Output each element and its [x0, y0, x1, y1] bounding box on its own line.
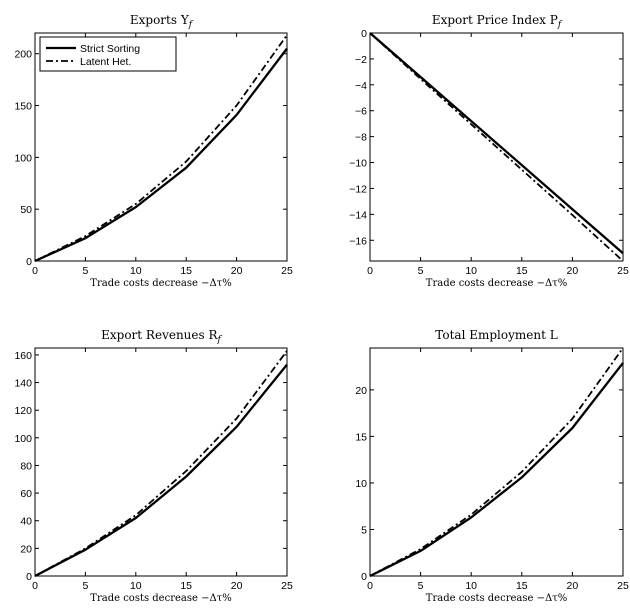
y-tick-label: 50 — [20, 204, 32, 216]
chart-title-subscript: f — [217, 335, 223, 345]
x-tick-label: 15 — [180, 265, 192, 277]
x-tick-label: 10 — [130, 580, 142, 592]
series-line-strict-sorting — [34, 363, 288, 578]
legend-box — [39, 36, 177, 72]
series-line-strict-sorting — [369, 32, 624, 255]
x-axis-label: Trade costs decrease −Δτ% — [90, 593, 231, 604]
axes-box — [34, 347, 288, 577]
x-tick-label: 10 — [465, 265, 477, 277]
x-tick-label: 25 — [617, 265, 629, 277]
y-tick-label: 60 — [20, 488, 32, 500]
x-tick-label: 0 — [367, 580, 373, 592]
x-tick-label: 15 — [516, 580, 528, 592]
y-tick-label: 0 — [26, 571, 32, 583]
y-tick-label: −14 — [349, 209, 367, 221]
x-tick-label: 5 — [418, 265, 424, 277]
x-tick-label: 0 — [32, 580, 38, 592]
x-tick-label: 5 — [418, 580, 424, 592]
chart-title: Export Revenues Rf — [101, 328, 222, 345]
y-tick-label: 20 — [20, 543, 32, 555]
chart-title: Total Employment L — [435, 328, 557, 342]
x-tick-label: 5 — [82, 580, 88, 592]
x-axis-label: Trade costs decrease −Δτ% — [426, 278, 567, 289]
series-line-strict-sorting — [34, 47, 288, 263]
series-line-latent-het — [34, 34, 288, 262]
y-tick-label: 80 — [20, 460, 32, 472]
y-tick-label: −6 — [355, 106, 367, 118]
x-tick-label: 0 — [367, 265, 373, 277]
chart-panel-1: Exports Yf 0 5 10 15 20 25 0 50 100 150 200 Trade co… — [14, 13, 293, 289]
y-tick-label: 150 — [14, 101, 32, 113]
y-tick-label: 140 — [14, 378, 32, 390]
y-tick-label: −16 — [349, 235, 367, 247]
y-tick-label: −2 — [355, 54, 367, 66]
x-tick-label: 20 — [231, 265, 243, 277]
y-tick-label: 120 — [14, 405, 32, 417]
series-line-latent-het — [369, 32, 624, 262]
y-tick-label: 40 — [20, 516, 32, 528]
y-tick-label: 0 — [361, 28, 367, 40]
y-tick-label: 160 — [14, 350, 32, 362]
chart-title-subscript: f — [188, 20, 194, 30]
chart-panel-2: Export Price Index Pf 0 5 10 15 20 25 0 −2 −4 −6 −8… — [349, 13, 629, 289]
y-tick-label: −8 — [355, 132, 367, 144]
x-tick-label: 5 — [82, 265, 88, 277]
y-tick-label: 100 — [14, 152, 32, 164]
legend-label: Latent Het. — [80, 56, 131, 68]
series-line-latent-het — [369, 347, 624, 577]
axes-box — [34, 32, 288, 262]
x-tick-label: 25 — [617, 580, 629, 592]
y-tick-label: 200 — [14, 49, 32, 61]
x-tick-label: 15 — [516, 265, 528, 277]
x-tick-label: 20 — [567, 580, 579, 592]
x-tick-label: 20 — [231, 580, 243, 592]
x-tick-label: 20 — [567, 265, 579, 277]
y-tick-label: 5 — [361, 524, 367, 536]
x-axis-label: Trade costs decrease −Δτ% — [426, 593, 567, 604]
chart-title: Exports Yf — [130, 13, 194, 30]
chart-title: Export Price Index Pf — [432, 13, 563, 30]
chart-panel-3: Export Revenues Rf 0 5 10 15 20 25 0 20 40 60 80 100… — [14, 328, 293, 604]
axes-box — [369, 347, 624, 577]
chart-title-subscript: f — [557, 20, 563, 30]
series-line-latent-het — [34, 350, 288, 577]
y-tick-label: −12 — [349, 183, 367, 195]
y-tick-label: 15 — [355, 431, 367, 443]
x-tick-label: 25 — [281, 580, 293, 592]
x-tick-label: 10 — [130, 265, 142, 277]
x-tick-label: 25 — [281, 265, 293, 277]
y-tick-label: 100 — [14, 433, 32, 445]
y-tick-label: 0 — [361, 571, 367, 583]
x-tick-label: 15 — [180, 580, 192, 592]
y-tick-label: −4 — [355, 80, 367, 92]
y-tick-label: 20 — [355, 385, 367, 397]
x-tick-label: 0 — [32, 265, 38, 277]
x-axis-label: Trade costs decrease −Δτ% — [90, 278, 231, 289]
y-tick-label: −10 — [349, 158, 367, 170]
legend-label: Strict Sorting — [80, 43, 140, 55]
chart-panel-4: Total Employment L0 5 10 15 20 2505101520Trad… — [355, 328, 629, 604]
axes-box — [369, 32, 624, 262]
x-tick-label: 10 — [465, 580, 477, 592]
y-tick-label: 10 — [355, 478, 367, 490]
series-line-strict-sorting — [369, 362, 624, 578]
y-tick-label: 0 — [26, 256, 32, 268]
